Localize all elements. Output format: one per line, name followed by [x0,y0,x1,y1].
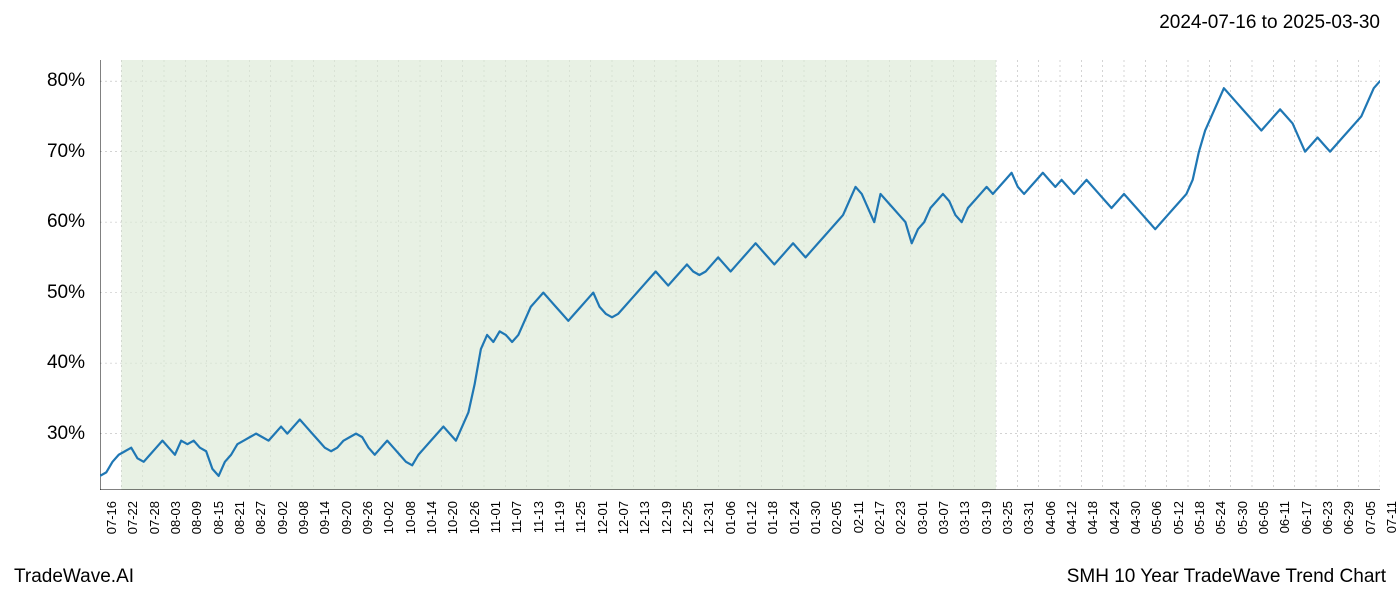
x-tick-label: 09-08 [296,501,311,534]
x-tick-label: 03-07 [936,501,951,534]
x-tick-label: 08-09 [189,501,204,534]
x-tick-label: 06-11 [1277,501,1292,533]
x-tick-label: 12-01 [595,501,610,534]
x-tick-label: 01-06 [723,501,738,534]
x-tick-label: 01-24 [787,501,802,534]
x-tick-label: 12-31 [701,501,716,534]
x-tick-label: 12-13 [637,501,652,534]
x-tick-label: 03-25 [1000,501,1015,534]
x-tick-label: 02-17 [872,501,887,534]
x-tick-label: 10-08 [403,501,418,534]
y-tick-label: 70% [47,141,85,163]
x-tick-label: 12-19 [659,501,674,534]
x-tick-label: 04-12 [1064,501,1079,534]
y-tick-label: 30% [47,423,85,445]
x-tick-label: 06-29 [1341,501,1356,534]
x-axis-labels: 07-16 07-22 07-28 08-03 08-09 08-15 08-21 08-27… [100,495,1380,555]
x-tick-label: 09-20 [339,501,354,534]
x-tick-label: 05-12 [1171,501,1186,534]
y-tick-label: 50% [47,282,85,304]
date-range-label: 2024-07-16 to 2025-03-30 [1159,12,1380,34]
y-tick-label: 40% [47,352,85,374]
x-tick-label: 08-27 [253,501,268,534]
x-tick-label: 04-06 [1043,501,1058,534]
x-tick-label: 04-30 [1128,501,1143,534]
x-tick-label: 01-18 [765,501,780,534]
x-tick-label: 05-30 [1235,501,1250,534]
x-tick-label: 08-15 [211,501,226,534]
x-tick-label: 07-16 [104,501,119,534]
footer-title: SMH 10 Year TradeWave Trend Chart [1067,566,1386,588]
x-tick-label: 06-05 [1256,501,1271,534]
x-tick-label: 12-25 [680,501,695,534]
x-tick-label: 03-19 [979,501,994,534]
y-axis-labels: 30% 40% 50% 60% 70% 80% [0,60,95,490]
x-tick-label: 02-11 [851,501,866,533]
x-tick-label: 11-19 [552,501,567,533]
x-tick-label: 05-06 [1149,501,1164,534]
x-tick-label: 10-14 [424,501,439,534]
x-tick-label: 11-01 [488,501,503,533]
x-tick-label: 11-13 [531,501,546,533]
x-tick-label: 05-24 [1213,501,1228,534]
x-tick-label: 08-03 [168,501,183,534]
x-tick-label: 02-05 [829,501,844,534]
x-tick-label: 04-18 [1085,501,1100,534]
x-tick-label: 03-31 [1021,501,1036,534]
x-tick-label: 08-21 [232,501,247,534]
x-tick-label: 02-23 [893,501,908,534]
x-tick-label: 12-07 [616,501,631,534]
x-tick-label: 04-24 [1107,501,1122,534]
x-tick-label: 05-18 [1192,501,1207,534]
x-tick-label: 07-28 [147,501,162,534]
x-tick-label: 06-17 [1299,501,1314,534]
x-tick-label: 09-14 [317,501,332,534]
y-tick-label: 60% [47,211,85,233]
x-tick-label: 07-11 [1384,501,1399,533]
x-tick-label: 10-20 [445,501,460,534]
chart-svg [100,60,1380,490]
x-tick-label: 11-07 [509,501,524,533]
footer-brand: TradeWave.AI [14,566,134,588]
x-tick-label: 01-12 [744,501,759,534]
x-tick-label: 09-02 [275,501,290,534]
x-tick-label: 10-26 [467,501,482,534]
x-tick-label: 03-13 [957,501,972,534]
y-tick-label: 80% [47,70,85,92]
chart-area [100,60,1380,490]
x-tick-label: 07-05 [1363,501,1378,534]
x-tick-label: 11-25 [573,501,588,533]
x-tick-label: 10-02 [381,501,396,534]
x-tick-label: 03-01 [915,501,930,534]
x-tick-label: 07-22 [125,501,140,534]
x-tick-label: 09-26 [360,501,375,534]
x-tick-label: 01-30 [808,501,823,534]
x-tick-label: 06-23 [1320,501,1335,534]
